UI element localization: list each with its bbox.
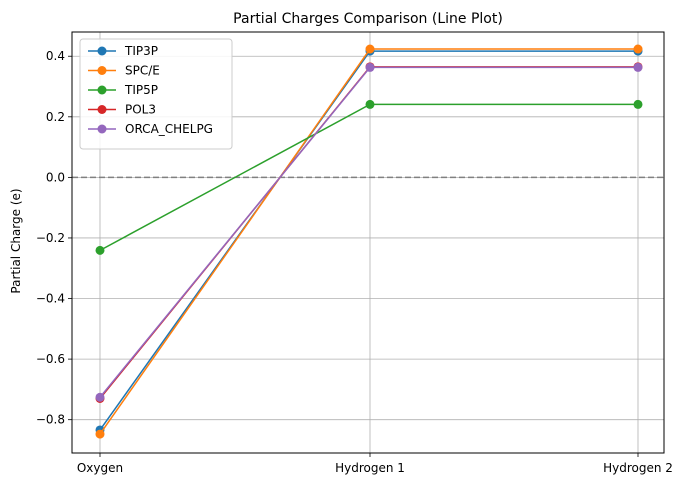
legend-marker	[97, 66, 107, 75]
legend-label: ORCA_CHELPG	[125, 122, 213, 136]
y-tick-label: −0.8	[36, 413, 65, 427]
legend-marker	[97, 85, 107, 95]
series-group	[95, 44, 643, 439]
data-point	[633, 99, 643, 109]
data-point	[365, 44, 375, 54]
data-point	[633, 62, 643, 72]
data-point	[95, 392, 105, 402]
legend-marker	[97, 46, 107, 56]
x-tick-label: Hydrogen 1	[335, 461, 405, 475]
chart-title: Partial Charges Comparison (Line Plot)	[233, 11, 503, 27]
y-tick-label: 0.0	[46, 170, 65, 184]
data-point	[95, 245, 105, 255]
plot-frame	[71, 31, 665, 454]
data-point	[633, 44, 643, 54]
data-point	[95, 429, 105, 439]
legend-label: TIP3P	[124, 44, 158, 58]
x-tick-label: Hydrogen 2	[603, 461, 673, 475]
axes: −0.8 −0.6 −0.4 −0.2 0.0 0.2 0.4 Oxygen Hydrogen …	[36, 49, 673, 475]
legend-label: POL3	[125, 103, 156, 117]
legend-marker	[97, 105, 107, 114]
y-tick-label: −0.2	[36, 231, 65, 245]
legend-label: SPC/E	[125, 64, 160, 78]
legend-box	[79, 38, 233, 150]
data-point	[365, 62, 375, 72]
y-tick-label: −0.4	[36, 292, 65, 306]
data-point	[365, 99, 375, 109]
y-tick-label: 0.2	[46, 110, 65, 124]
x-tick-label: Oxygen	[77, 461, 123, 475]
legend: TIP3P SPC/E TIP5P POL3 ORCA_CHELPG	[79, 38, 233, 150]
y-tick-label: 0.4	[46, 49, 65, 63]
legend-label: TIP5P	[124, 83, 158, 97]
y-axis-label: Partial Charge (e)	[9, 188, 23, 293]
legend-marker	[97, 124, 107, 134]
y-tick-label: −0.6	[36, 352, 65, 366]
